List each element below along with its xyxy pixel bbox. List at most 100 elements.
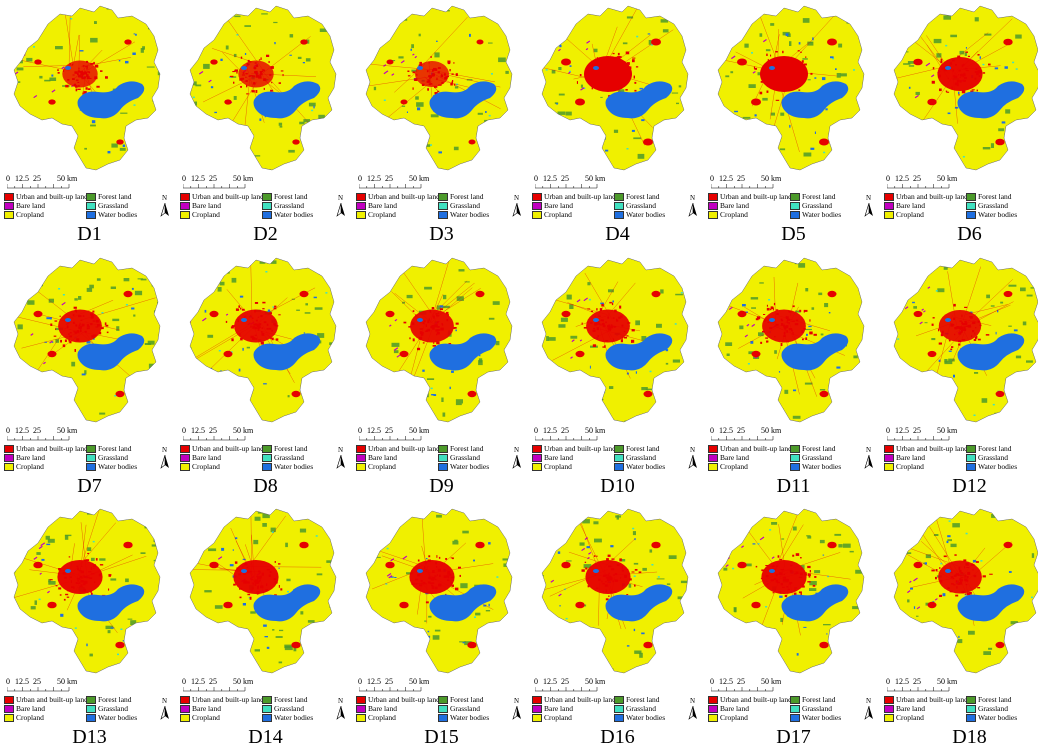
legend-item: Cropland [532,713,572,722]
scale-ticks [711,687,775,692]
land-use-map [178,254,348,426]
scale-label: 25 [385,426,393,435]
north-arrow-icon: N [159,448,173,472]
legend-swatch [532,696,542,704]
legend-label: Forest land [802,192,836,201]
legend-item: Bare land [884,704,925,713]
legend-item: Grassland [966,704,1008,713]
scale-label: 50 km [937,426,957,435]
legend-swatch [790,454,800,462]
legend-item: Urban and built-up land [180,444,264,453]
panel-label: D17 [706,726,881,749]
legend-label: Water bodies [802,462,841,471]
legend-swatch [708,445,718,453]
legend-swatch [884,454,894,462]
legend-swatch [532,463,542,471]
north-arrow-icon: N [687,699,701,723]
legend-label: Forest land [978,192,1012,201]
legend-item: Bare land [180,704,221,713]
legend-label: Cropland [896,210,924,219]
legend-item: Urban and built-up land [180,695,264,704]
legend-swatch [86,705,96,713]
legend-label: Urban and built-up land [192,444,264,453]
legend-label: Urban and built-up land [368,192,440,201]
legend-item: Urban and built-up land [180,192,264,201]
legend-swatch [356,454,366,462]
legend-swatch [966,696,976,704]
legend-label: Urban and built-up land [720,192,792,201]
legend-swatch [180,445,190,453]
panel-label: D1 [2,223,177,246]
legend-item: Cropland [4,462,44,471]
legend-item: Urban and built-up land [4,444,88,453]
land-use-map [530,254,700,426]
legend-label: Water bodies [274,462,313,471]
legend-label: Cropland [720,462,748,471]
scale-ticks [7,436,71,441]
legend-item: Grassland [966,453,1008,462]
legend-item: Grassland [86,704,128,713]
legend-swatch [966,463,976,471]
north-label: N [162,697,167,705]
legend-item: Grassland [790,704,832,713]
legend-label: Cropland [16,462,44,471]
legend-item: Water bodies [966,713,1017,722]
scale-label: 12.5 [895,426,909,435]
legend-item: Forest land [262,695,308,704]
legend-label: Forest land [274,444,308,453]
scale-label: 12.5 [719,677,733,686]
legend-label: Water bodies [626,210,665,219]
panel-label: D4 [530,223,705,246]
land-use-map [706,254,876,426]
scale-label: 12.5 [15,426,29,435]
scale-ticks [183,687,247,692]
scale-label: 25 [385,174,393,183]
legend-item: Cropland [356,713,396,722]
panel-label: D18 [882,726,1038,749]
legend-label: Bare land [368,201,397,210]
scale-label: 50 km [937,174,957,183]
scale-label: 0 [6,677,10,686]
legend-swatch [438,463,448,471]
scale-label: 0 [6,426,10,435]
scale-label: 25 [737,426,745,435]
legend-label: Forest land [98,695,132,704]
scale-label: 50 km [761,677,781,686]
legend-label: Cropland [720,210,748,219]
legend-swatch [708,463,718,471]
legend-swatch [180,202,190,210]
legend-item: Bare land [180,201,221,210]
legend-swatch [884,463,894,471]
scale-label: 0 [358,174,362,183]
legend-item: Bare land [356,453,397,462]
legend-swatch [438,445,448,453]
land-use-map [882,505,1038,677]
legend-label: Grassland [98,704,128,713]
legend-label: Grassland [274,453,304,462]
north-arrow-icon: N [159,699,173,723]
legend-item: Bare land [708,704,749,713]
legend-swatch [86,454,96,462]
legend-item: Grassland [438,704,480,713]
panel-label: D5 [706,223,881,246]
legend-label: Urban and built-up land [720,695,792,704]
legend-label: Cropland [368,462,396,471]
panel-label: D12 [882,475,1038,498]
legend-item: Forest land [86,444,132,453]
scale-ticks [7,184,71,189]
legend-item: Grassland [86,201,128,210]
legend-label: Water bodies [274,210,313,219]
legend-item: Forest land [86,192,132,201]
legend-label: Forest land [626,192,660,201]
legend-swatch [966,211,976,219]
legend-item: Urban and built-up land [884,695,968,704]
